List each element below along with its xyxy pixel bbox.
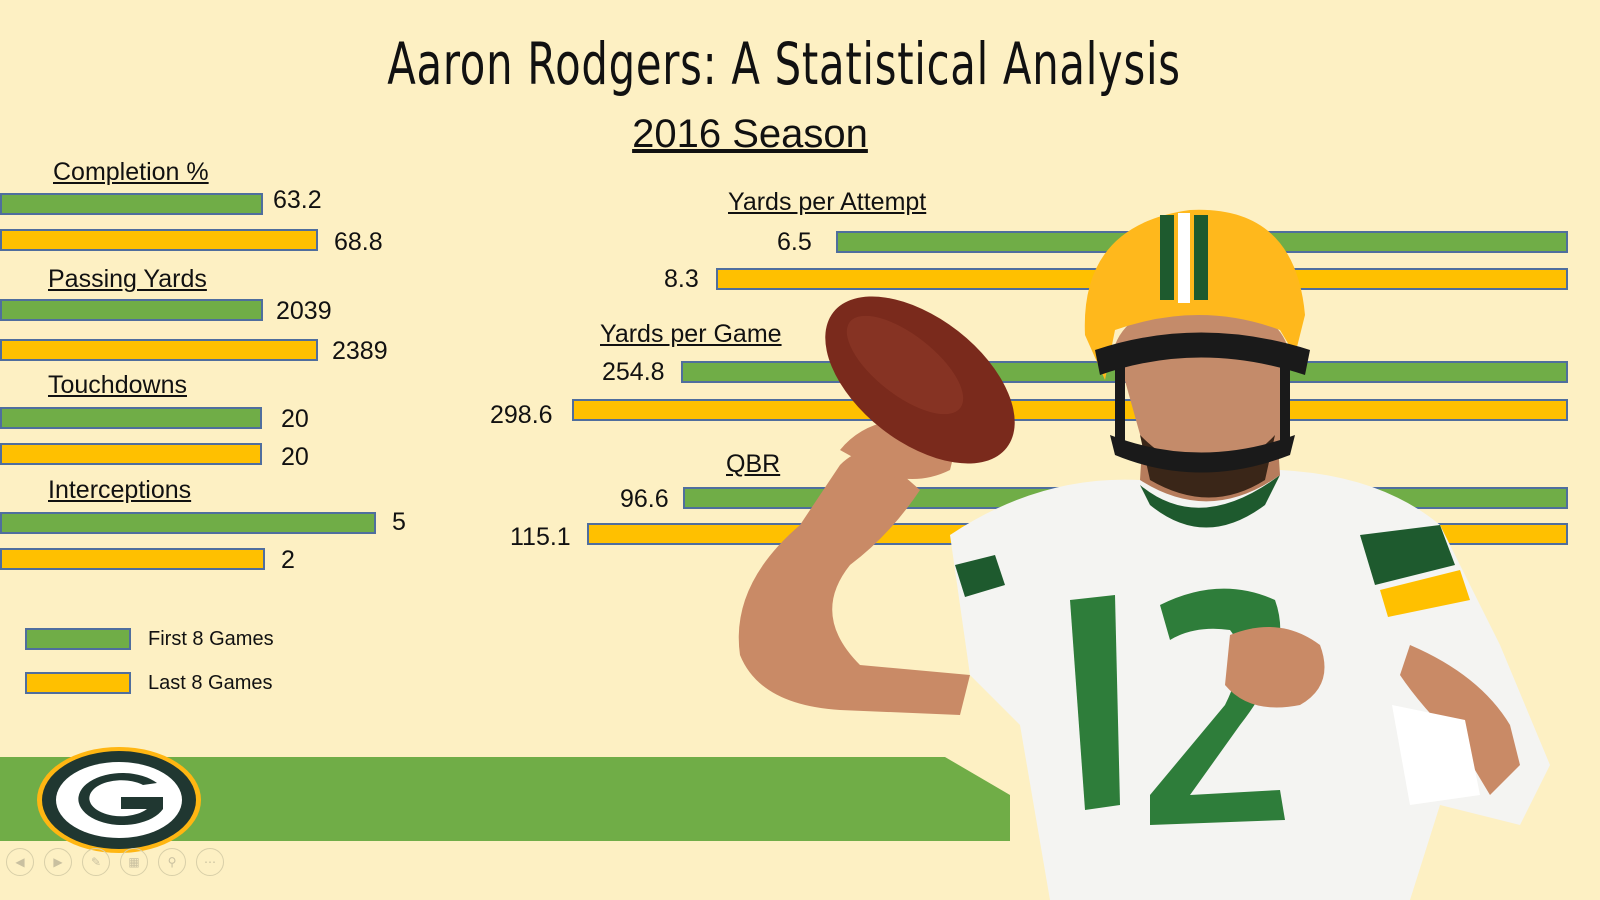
legend-swatch-first bbox=[25, 628, 131, 650]
value-label-touchdowns-last: 20 bbox=[281, 443, 309, 471]
stat-title-passing-yards: Passing Yards bbox=[48, 265, 207, 293]
bar-interceptions-first bbox=[0, 512, 376, 534]
bar-touchdowns-first bbox=[0, 407, 262, 429]
bar-touchdowns-last bbox=[0, 443, 262, 465]
stat-title-interceptions: Interceptions bbox=[48, 476, 192, 504]
legend-label-first: First 8 Games bbox=[148, 628, 274, 650]
stat-title-qbr: QBR bbox=[726, 450, 781, 478]
bar-passing-yards-last bbox=[0, 339, 318, 361]
value-label-passing-yards-first: 2039 bbox=[276, 297, 332, 325]
next-slide-icon[interactable]: ▶ bbox=[44, 848, 72, 876]
stat-title-completion-pct: Completion % bbox=[53, 158, 209, 186]
stat-title-touchdowns: Touchdowns bbox=[48, 371, 187, 399]
value-label-interceptions-first: 5 bbox=[392, 508, 406, 536]
bar-completion-pct-last bbox=[0, 229, 318, 251]
bar-completion-pct-first bbox=[0, 193, 263, 215]
packers-g-logo-icon bbox=[37, 747, 201, 853]
prev-slide-icon[interactable]: ◀ bbox=[6, 848, 34, 876]
legend-label-last: Last 8 Games bbox=[148, 672, 273, 694]
player-image bbox=[738, 209, 1550, 900]
legend-swatch-last bbox=[25, 672, 131, 694]
stat-title-yards-per-attempt: Yards per Attempt bbox=[728, 188, 927, 216]
value-label-touchdowns-first: 20 bbox=[281, 405, 309, 433]
value-label-yards-per-attempt-last: 8.3 bbox=[664, 265, 699, 293]
value-label-yards-per-game-last: 298.6 bbox=[490, 401, 553, 429]
value-label-completion-pct-first: 63.2 bbox=[273, 186, 322, 214]
value-label-yards-per-game-first: 254.8 bbox=[602, 358, 665, 386]
chart-subtitle: 2016 Season bbox=[632, 112, 868, 156]
bar-yards-per-game-last bbox=[572, 399, 1568, 421]
value-label-yards-per-attempt-first: 6.5 bbox=[777, 228, 812, 256]
chart-title: Aaron Rodgers: A Statistical Analysis bbox=[387, 30, 1181, 98]
bar-interceptions-last bbox=[0, 548, 265, 570]
more-icon[interactable]: ⋯ bbox=[196, 848, 224, 876]
slides-grid-icon[interactable]: ▦ bbox=[120, 848, 148, 876]
value-label-passing-yards-last: 2389 bbox=[332, 337, 388, 365]
value-label-interceptions-last: 2 bbox=[281, 546, 295, 574]
value-label-completion-pct-last: 68.8 bbox=[334, 228, 383, 256]
bar-passing-yards-first bbox=[0, 299, 263, 321]
value-label-qbr-last: 115.1 bbox=[510, 523, 571, 551]
pen-icon[interactable]: ✎ bbox=[82, 848, 110, 876]
zoom-icon[interactable]: ⚲ bbox=[158, 848, 186, 876]
value-label-qbr-first: 96.6 bbox=[620, 485, 669, 513]
stat-title-yards-per-game: Yards per Game bbox=[600, 320, 782, 348]
